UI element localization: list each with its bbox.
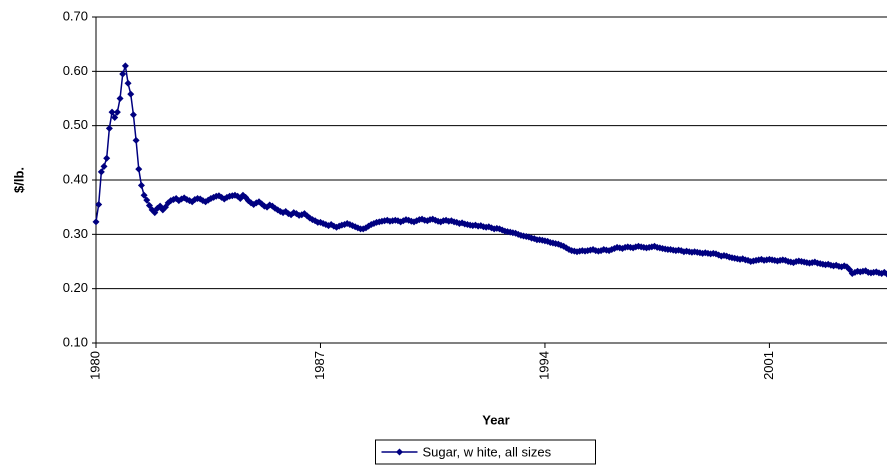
data-point bbox=[111, 114, 119, 122]
data-point bbox=[95, 200, 103, 208]
data-point bbox=[103, 154, 111, 162]
y-axis-title: $/lb. bbox=[11, 167, 26, 193]
data-point bbox=[883, 270, 887, 278]
data-point bbox=[105, 124, 113, 132]
data-point bbox=[161, 203, 169, 211]
x-tick-label: 1980 bbox=[87, 351, 102, 380]
data-point bbox=[135, 165, 143, 173]
data-point bbox=[127, 90, 135, 98]
y-tick-label: 0.70 bbox=[63, 8, 88, 23]
data-point bbox=[137, 181, 145, 189]
x-axis-title: Year bbox=[482, 412, 509, 427]
y-tick-label: 0.30 bbox=[63, 226, 88, 241]
data-point bbox=[712, 250, 720, 258]
y-tick-label: 0.40 bbox=[63, 171, 88, 186]
series-line bbox=[95, 65, 887, 275]
data-point bbox=[100, 162, 108, 170]
x-tick-label: 1987 bbox=[312, 351, 327, 380]
legend-label: Sugar, w hite, all sizes bbox=[423, 444, 552, 459]
legend-marker bbox=[396, 448, 403, 456]
data-point bbox=[113, 108, 121, 116]
y-tick-label: 0.10 bbox=[63, 334, 88, 349]
data-point bbox=[129, 111, 137, 119]
data-point bbox=[97, 168, 105, 176]
y-tick-label: 0.60 bbox=[63, 63, 88, 78]
data-point bbox=[92, 218, 100, 226]
y-tick-label: 0.50 bbox=[63, 117, 88, 132]
data-point bbox=[143, 196, 151, 204]
data-point bbox=[151, 209, 159, 217]
data-point bbox=[145, 202, 153, 210]
data-point bbox=[121, 62, 129, 70]
data-point bbox=[124, 79, 132, 87]
data-point bbox=[140, 191, 148, 199]
data-point bbox=[715, 251, 723, 259]
x-tick-label: 2001 bbox=[761, 351, 776, 380]
data-point bbox=[119, 70, 127, 78]
data-point bbox=[108, 108, 116, 116]
data-point bbox=[116, 95, 124, 102]
x-tick-label: 1994 bbox=[536, 351, 551, 380]
data-point bbox=[132, 136, 140, 144]
y-tick-label: 0.20 bbox=[63, 280, 88, 295]
